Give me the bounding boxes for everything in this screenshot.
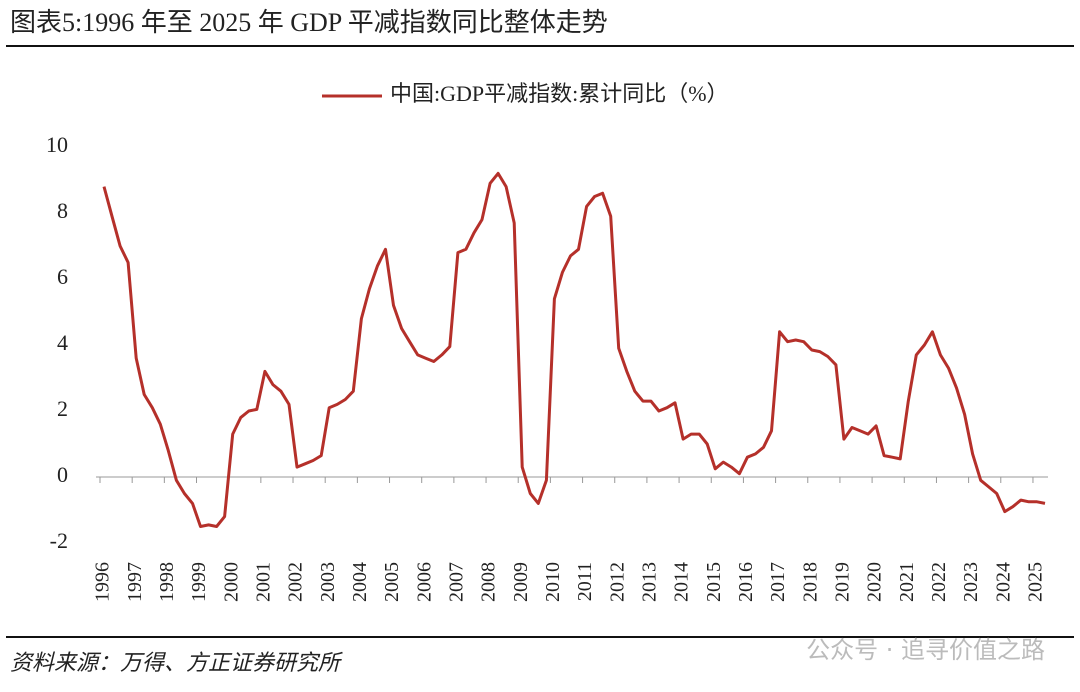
y-tick-label: 2 [57,396,68,421]
x-tick-label: 1996 [92,562,114,602]
x-tick-label: 2013 [638,562,660,602]
x-tick-label: 2017 [767,562,789,602]
x-tick-label: 2014 [671,562,693,602]
chart-title: 图表5:1996 年至 2025 年 GDP 平减指数同比整体走势 [10,8,608,37]
y-tick-label: 0 [57,462,68,487]
x-tick-label: 1997 [124,562,146,602]
y-tick-label: 8 [57,198,68,223]
x-tick-label: 2010 [542,562,564,602]
x-tick-label: 1998 [156,562,178,602]
y-tick-label: 10 [46,132,68,157]
x-tick-label: 2021 [896,562,918,602]
x-tick-label: 2006 [413,562,435,602]
x-tick-label: 2001 [252,562,274,602]
source-note: 资料来源：万得、方正证券研究所 [10,650,343,675]
x-tick-label: 2016 [735,562,757,602]
y-tick-label: -2 [50,528,68,553]
x-tick-label: 2008 [478,562,500,602]
data-line [102,171,1046,528]
x-tick-label: 2019 [832,562,854,602]
x-tick-label: 2022 [928,562,950,602]
x-tick-label: 2003 [317,562,339,602]
x-tick-label: 2002 [285,562,307,602]
legend-label: 中国:GDP平减指数:累计同比（%） [390,81,729,106]
y-tick-label: 4 [57,330,68,355]
y-tick-label: 6 [57,264,68,289]
x-tick-label: 2018 [799,562,821,602]
x-tick-label: 2025 [1025,562,1047,602]
x-tick-label: 2024 [992,562,1014,602]
x-tick-label: 2012 [606,562,628,602]
x-tick-label: 2023 [960,562,982,602]
x-tick-label: 2020 [864,562,886,602]
watermark: 公众号 · 追寻价值之路 [806,636,1045,664]
x-tick-label: 2000 [220,562,242,602]
x-tick-label: 2007 [445,562,467,602]
x-tick-label: 2005 [381,562,403,602]
x-tick-label: 2011 [574,562,596,601]
x-tick-label: 2009 [510,562,532,602]
x-tick-label: 2004 [349,562,371,602]
x-tick-label: 1999 [188,562,210,602]
x-tick-label: 2015 [703,562,725,602]
